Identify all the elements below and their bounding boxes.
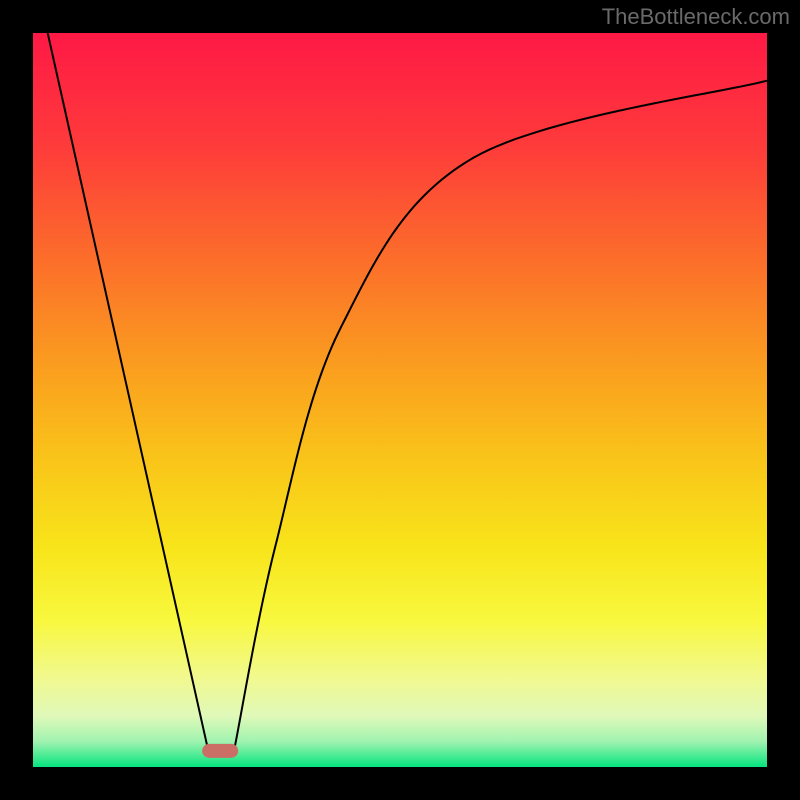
watermark-text: TheBottleneck.com <box>602 4 790 30</box>
bottleneck-chart <box>0 0 800 800</box>
plot-background <box>33 33 767 767</box>
chart-container: TheBottleneck.com <box>0 0 800 800</box>
optimal-marker <box>202 744 238 758</box>
